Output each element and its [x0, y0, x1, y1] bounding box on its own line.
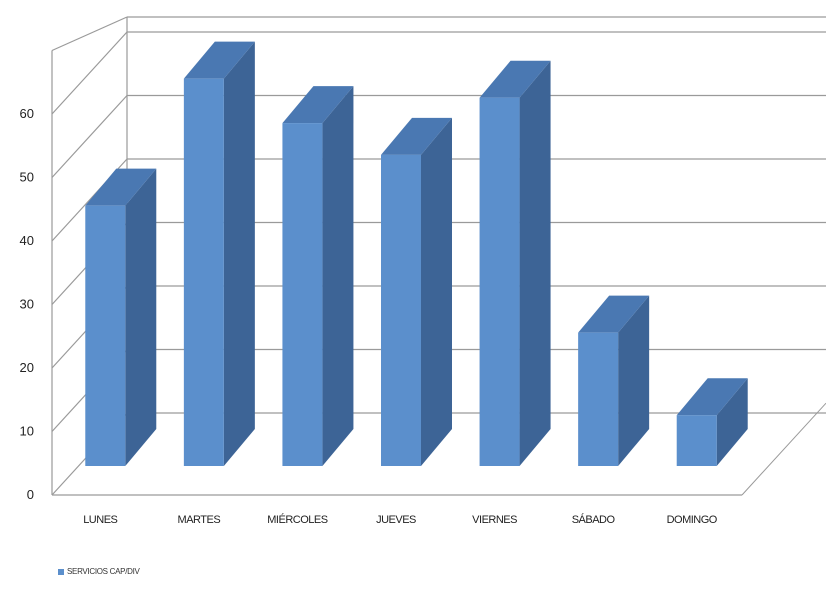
y-tick-label: 30 [20, 297, 34, 312]
x-tick-label: MIÉRCOLES [267, 513, 327, 526]
bar [676, 415, 717, 466]
y-tick-label: 60 [20, 106, 34, 121]
side-wall-top-edge [51, 16, 128, 52]
x-tick-label: LUNES [83, 514, 117, 526]
gridline-side [51, 95, 128, 178]
y-tick-label: 40 [20, 233, 34, 248]
bar [85, 205, 126, 466]
bar-top [85, 168, 157, 206]
bar-top [282, 86, 354, 124]
y-tick-label: 20 [20, 360, 34, 375]
bar-side [421, 117, 452, 466]
x-tick-label: DOMINGO [667, 514, 718, 526]
floor-right-edge [741, 402, 826, 496]
bar-top [381, 117, 452, 155]
bar [183, 78, 224, 467]
legend-label: SERVICIOS CAP/DIV [67, 567, 140, 576]
x-tick-label: JUEVES [376, 514, 416, 526]
bar-side [519, 60, 551, 466]
y-tick-label: 50 [20, 170, 34, 185]
x-tick-label: SÁBADO [572, 513, 616, 526]
y-tick-label: 0 [27, 487, 34, 502]
bar [381, 154, 421, 466]
x-tick-label: MARTES [178, 514, 221, 526]
bar-side [223, 41, 255, 467]
gridline-side [51, 31, 128, 115]
bar-side [125, 168, 157, 466]
bar-top [183, 41, 255, 79]
y-tick-label: 10 [20, 424, 34, 439]
bar-top [578, 295, 650, 333]
legend: SERVICIOS CAP/DIV [58, 567, 140, 576]
bar [282, 123, 323, 466]
bar [578, 332, 619, 466]
bar-side [322, 86, 354, 466]
bar-top [676, 378, 748, 416]
bar [479, 97, 520, 466]
bar-top [479, 60, 551, 98]
x-tick-label: VIERNES [472, 514, 517, 526]
bar-side [618, 295, 650, 466]
bar-side [716, 378, 748, 466]
legend-swatch [58, 568, 64, 575]
